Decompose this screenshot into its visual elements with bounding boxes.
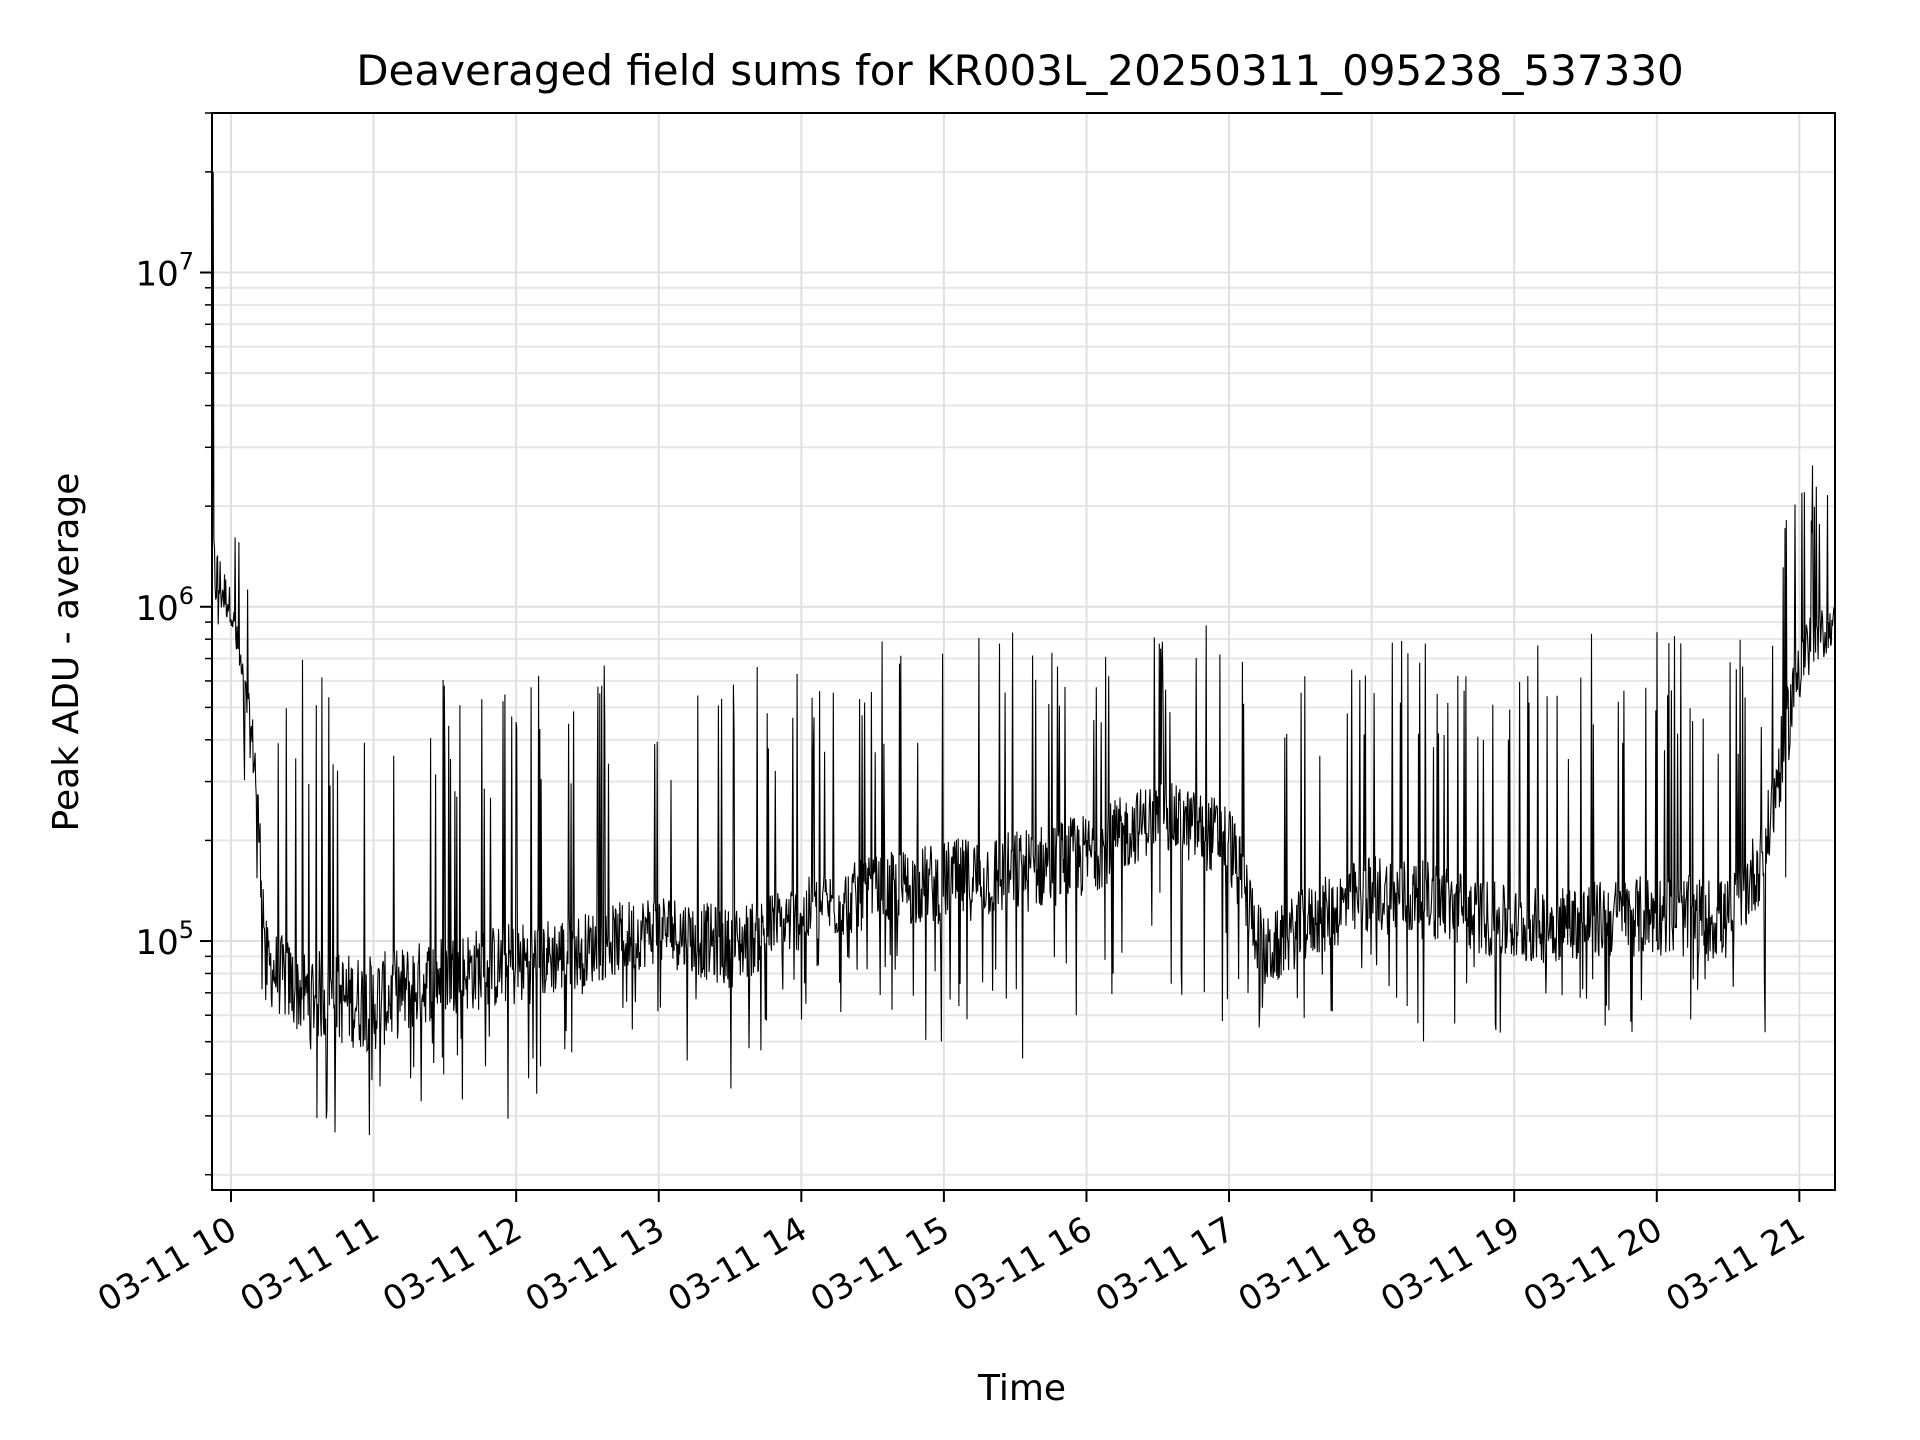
x-axis-label: Time <box>977 1368 1066 1409</box>
plot-frame <box>211 112 1836 1191</box>
series-line <box>211 171 1836 1136</box>
y-axis-label: Peak ADU - average <box>46 473 87 832</box>
series-path <box>211 171 1836 1136</box>
chart-title: Deaveraged field sums for KR003L_2025031… <box>356 46 1684 95</box>
